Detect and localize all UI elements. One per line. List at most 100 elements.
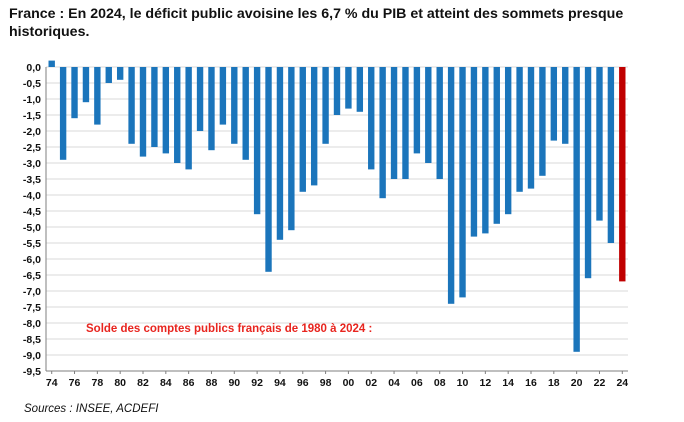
bar-1982 (139, 67, 147, 157)
bar-1995 (288, 67, 295, 231)
bar-2001 (356, 67, 364, 112)
x-tick-label: 96 (297, 377, 309, 389)
bar-2020 (573, 67, 580, 352)
x-tick-label: 12 (480, 377, 492, 389)
bar-1998 (322, 67, 329, 144)
bar-1997 (310, 67, 318, 186)
source-note: Sources : INSEE, ACDEFI (24, 403, 159, 415)
bar-1984 (162, 67, 170, 154)
bar-1986 (185, 67, 192, 170)
x-tick-label: 00 (343, 377, 355, 389)
bar-2003 (379, 67, 386, 199)
y-tick-label: -1,5 (23, 110, 41, 122)
x-tick-label: 94 (274, 377, 286, 389)
x-tick-label: 74 (46, 377, 58, 389)
y-tick-label: 0,0 (26, 62, 41, 74)
x-tick-label: 06 (411, 377, 423, 389)
bar-2010 (459, 67, 466, 298)
bar-1976 (71, 67, 78, 119)
x-tick-label: 78 (92, 377, 104, 389)
x-tick-label: 14 (502, 377, 514, 389)
bar-2013 (493, 67, 500, 224)
y-tick-label: -1,0 (23, 94, 41, 106)
x-tick-label: 08 (434, 377, 446, 389)
bar-2009 (447, 67, 455, 304)
y-tick-labels: 0,0 -0,5 -1,0 -1,5 -2,0 -2,5 -3,0 -3,5 -4,0 -4,5 -… (23, 62, 41, 378)
bar-2023 (607, 67, 615, 243)
bar-2000 (345, 67, 352, 109)
x-tick-label: 02 (365, 377, 377, 389)
x-tick-label: 20 (571, 377, 583, 389)
bar-2018 (550, 67, 558, 141)
bars (48, 60, 626, 352)
bar-1975 (59, 67, 67, 160)
x-tick-label: 22 (594, 377, 606, 389)
bar-1977 (82, 67, 90, 103)
bar-1992 (253, 67, 261, 215)
x-tick-label: 24 (616, 377, 628, 389)
y-tick-label: -3,0 (23, 158, 41, 170)
bar-1983 (151, 67, 158, 147)
bar-1980 (116, 67, 124, 80)
y-tick-label: -2,0 (23, 126, 41, 138)
bar-1991 (242, 67, 249, 160)
bar-1974 (48, 60, 55, 67)
bar-1979 (105, 67, 112, 83)
chart-area: 0,0 -0,5 -1,0 -1,5 -2,0 -2,5 -3,0 -3,5 -4,0 -4,5 -… (0, 56, 684, 392)
x-tick-label: 86 (183, 377, 195, 389)
y-tick-label: -5,0 (23, 222, 41, 234)
y-tick-label: -4,0 (23, 190, 41, 202)
bar-2017 (539, 67, 546, 176)
x-tick-label: 84 (160, 377, 172, 389)
bar-2006 (413, 67, 421, 154)
y-tick-label: -0,5 (23, 78, 41, 90)
x-tick-label: 82 (137, 377, 149, 389)
y-tick-label: -7,5 (23, 302, 41, 314)
bar-1989 (219, 67, 227, 125)
chart-title: France : En 2024, le déficit public avoi… (9, 6, 624, 40)
y-tick-label: -7,0 (23, 286, 41, 298)
x-tick-label: 76 (69, 377, 81, 389)
x-tick-label: 04 (388, 377, 400, 389)
bar-2015 (516, 67, 523, 192)
x-tick-label: 90 (228, 377, 240, 389)
x-tick-label: 92 (251, 377, 263, 389)
bar-1999 (333, 67, 341, 115)
bar-2004 (390, 67, 398, 179)
y-tick-label: -6,0 (23, 254, 41, 266)
x-tick-label: 98 (320, 377, 332, 389)
bar-1994 (276, 67, 284, 240)
bar-1985 (174, 67, 181, 163)
x-tick-label: 10 (457, 377, 469, 389)
bar-2019 (562, 67, 569, 144)
bar-1996 (299, 67, 306, 192)
bar-2005 (402, 67, 409, 179)
bar-2008 (436, 67, 443, 179)
deficit-bar-chart: 0,0 -0,5 -1,0 -1,5 -2,0 -2,5 -3,0 -3,5 -4,0 -4,5 -… (23, 60, 628, 389)
y-tick-label: -2,5 (23, 142, 41, 154)
x-tick-label: 16 (525, 377, 537, 389)
bar-1987 (196, 67, 204, 131)
x-tick-labels: 74 76 78 80 82 84 86 88 90 92 94 96 98 00 02 04 06 08 10 12… (46, 377, 628, 389)
bar-1978 (94, 67, 101, 125)
bar-2012 (482, 67, 489, 234)
bar-2007 (425, 67, 432, 163)
bar-2002 (368, 67, 375, 170)
bar-1990 (231, 67, 238, 144)
bar-1993 (265, 67, 272, 272)
x-tick-label: 18 (548, 377, 560, 389)
y-tick-label: -9,0 (23, 350, 41, 362)
y-tick-label: -8,5 (23, 334, 41, 346)
y-tick-label: -5,5 (23, 238, 41, 250)
bar-2024 (619, 67, 626, 282)
y-tick-label: -3,5 (23, 174, 41, 186)
y-tick-label: -9,5 (23, 366, 41, 378)
x-tick-label: 88 (206, 377, 218, 389)
x-tick-label: 80 (114, 377, 126, 389)
bar-2011 (470, 67, 478, 237)
chart-annotation: Solde des comptes publics français de 19… (86, 323, 372, 335)
bar-2022 (596, 67, 603, 221)
bar-2016 (527, 67, 535, 189)
bar-1981 (128, 67, 135, 144)
y-tick-label: -6,5 (23, 270, 41, 282)
